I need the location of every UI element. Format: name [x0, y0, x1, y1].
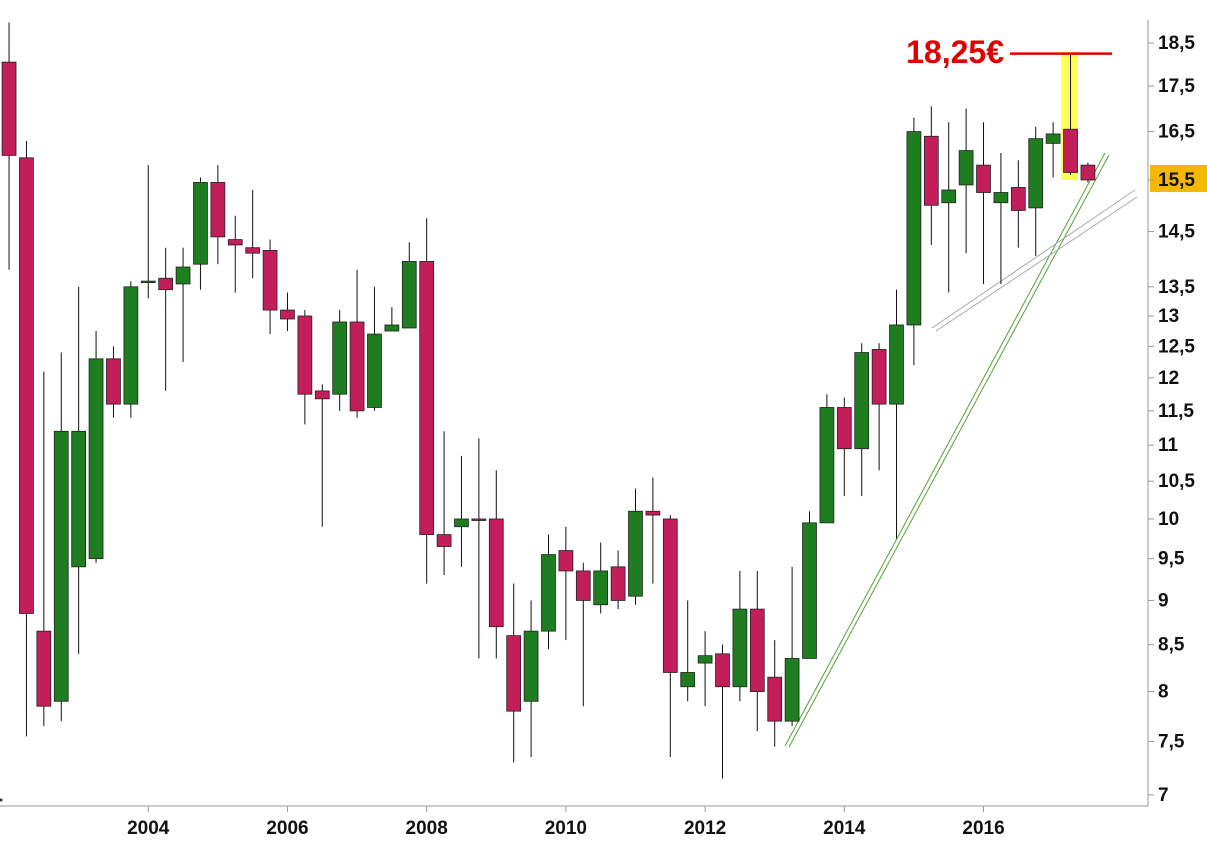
candle-body	[628, 510, 643, 597]
candle-body	[193, 182, 208, 265]
candle-body	[732, 608, 748, 688]
candle-body	[314, 390, 330, 400]
y-tick-label: 14,5	[1158, 222, 1195, 243]
candle-body	[819, 407, 835, 524]
candle-body	[1080, 164, 1096, 181]
y-tick-label: 9	[1158, 590, 1169, 611]
candle-body	[471, 518, 487, 521]
y-tick-label: 11,5	[1158, 401, 1194, 422]
x-tick-label: 2016	[962, 818, 1004, 839]
trend-line	[788, 154, 1110, 748]
candle-body	[906, 131, 922, 326]
candle-body	[367, 333, 382, 408]
y-tick-label: 7,5	[1158, 732, 1185, 753]
candle-body	[280, 309, 295, 320]
y-tick-label: 13,5	[1158, 277, 1195, 298]
y-tick-label: 8	[1158, 682, 1169, 703]
candle-body	[749, 608, 765, 692]
candle-body	[697, 655, 713, 664]
x-tick-label: 2012	[684, 818, 726, 839]
candle-body	[923, 135, 939, 206]
x-tick-label: 2014	[823, 818, 866, 839]
candle-body	[523, 630, 539, 702]
x-tick-label: 2010	[545, 818, 587, 839]
candle-body	[662, 518, 678, 673]
candle-body	[123, 286, 139, 405]
y-tick-label: 10,5	[1158, 471, 1195, 492]
x-tick-label: 2006	[266, 818, 308, 839]
candle-body	[715, 653, 730, 688]
dot	[0, 798, 3, 802]
x-tick-label: 2008	[406, 818, 448, 839]
candle-body	[767, 676, 783, 722]
candle-body	[558, 550, 574, 572]
candle-body	[889, 324, 904, 405]
candle-body	[19, 157, 34, 614]
trend-line	[931, 189, 1136, 329]
candle-body	[976, 164, 991, 193]
candle-body	[941, 189, 957, 204]
candle-body	[175, 266, 191, 285]
candle-body	[53, 430, 69, 702]
candle-body	[297, 315, 313, 395]
y-tick-label: 9,5	[1158, 549, 1185, 570]
candle-body	[784, 658, 800, 722]
candle-body	[332, 321, 348, 395]
y-tick-label: 18,5	[1158, 33, 1195, 54]
candle-body	[993, 192, 1009, 204]
candle-body	[854, 352, 870, 450]
candle-body	[210, 182, 226, 238]
candle-body	[1045, 133, 1061, 144]
candle-body	[106, 358, 121, 405]
candle-body	[645, 510, 661, 516]
candle-body	[140, 280, 156, 283]
y-tick-label: 13	[1158, 306, 1179, 327]
candle-body	[158, 277, 174, 291]
y-tick-label: 7	[1158, 785, 1169, 806]
candle-body	[488, 518, 504, 628]
y-tick-label: 12,5	[1158, 336, 1195, 357]
candle-body	[836, 407, 852, 450]
candle-body	[419, 261, 435, 535]
y-tick-label: 12	[1158, 368, 1179, 389]
candle-body	[1010, 187, 1026, 211]
trend-line	[784, 152, 1106, 747]
candle-body	[575, 570, 591, 601]
y-tick-label: 10	[1158, 509, 1179, 530]
y-tick-label: 11	[1158, 435, 1179, 456]
candle-body	[36, 630, 52, 707]
y-tick-label: 17,5	[1158, 76, 1195, 97]
candle-body	[680, 672, 696, 688]
candle-body	[506, 635, 522, 712]
candle-body	[262, 250, 278, 311]
candle-body	[1063, 128, 1078, 173]
candle-body	[802, 522, 817, 659]
candle-body	[958, 150, 974, 186]
candle-body	[454, 518, 469, 528]
candle-body	[1028, 138, 1044, 209]
candle-body	[349, 321, 365, 412]
price-tag	[1150, 165, 1207, 192]
candle-body	[541, 554, 556, 632]
candle-body	[436, 534, 452, 547]
annotation-label: 18,25€	[906, 34, 1004, 70]
candle-body	[245, 247, 261, 254]
y-tick-label: 8,5	[1158, 635, 1185, 656]
candle-body	[401, 261, 417, 329]
candle-body	[227, 239, 243, 246]
candle-body	[593, 570, 609, 606]
x-tick-label: 2004	[127, 818, 170, 839]
candle-body	[610, 566, 626, 601]
candle-body	[1, 61, 17, 156]
y-tick-label: 16,5	[1158, 122, 1195, 143]
y-tick-label: 15,5	[1158, 170, 1195, 191]
candle-body	[88, 358, 104, 560]
candle-body	[384, 324, 400, 332]
trend-line	[935, 196, 1138, 332]
candle-body	[71, 430, 87, 568]
candle-body	[871, 349, 887, 405]
